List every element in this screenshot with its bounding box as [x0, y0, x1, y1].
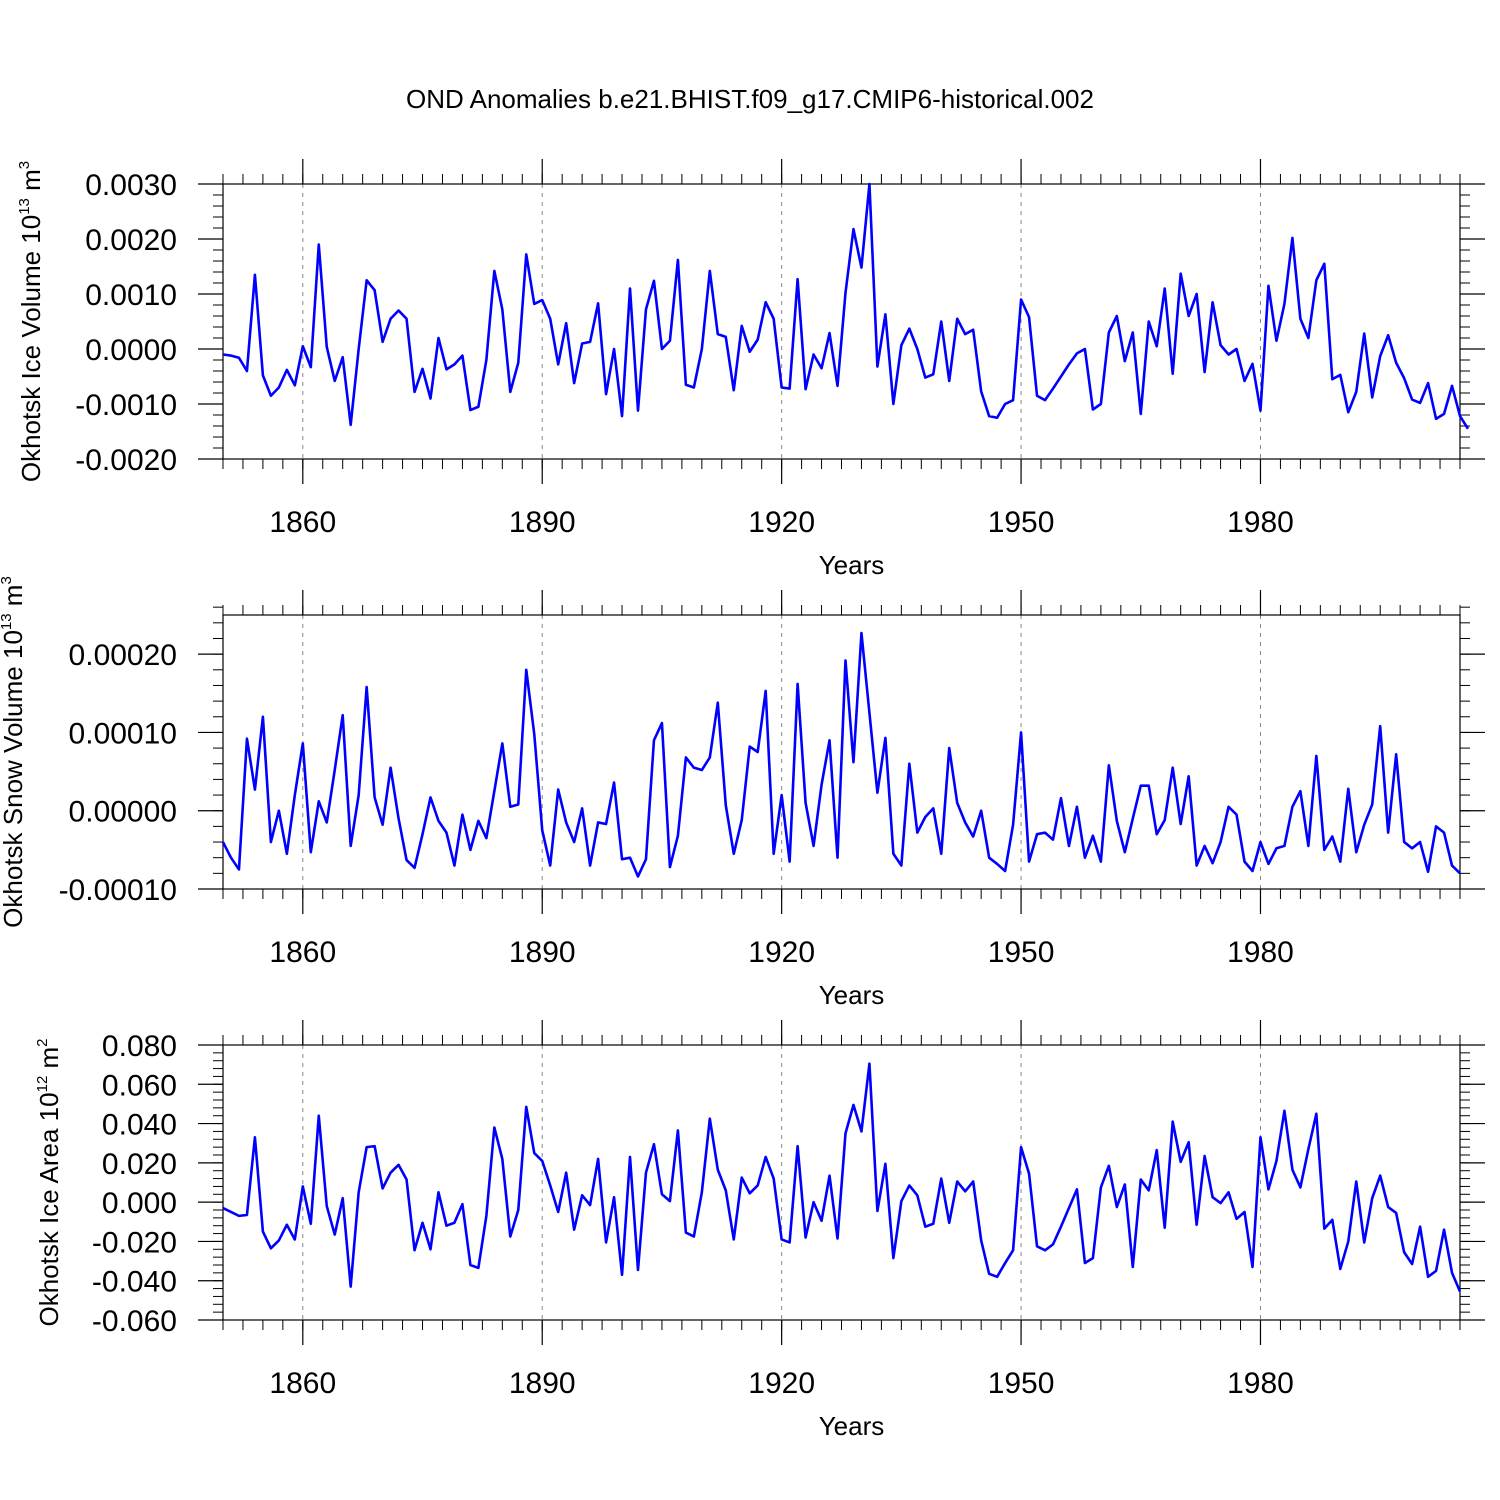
y-tick-label: 0.00000 [69, 796, 177, 829]
series-line [221, 631, 1461, 878]
x-tick-label: 1890 [509, 1367, 576, 1400]
y-tick-label: 0.080 [102, 1030, 177, 1063]
x-tick-label: 1860 [269, 1367, 336, 1400]
y-tick-label: 0.00010 [69, 717, 177, 750]
y-axis-label-unit-exponent: 3 [16, 161, 33, 169]
x-axis-label: Years [819, 980, 885, 1010]
y-tick-label: -0.00010 [59, 874, 177, 907]
y-tick-label: 0.0000 [85, 334, 177, 367]
series-line [222, 182, 1470, 430]
chart-panel-2: 1860 1890 1920 1950 1980 -0.00010 0.00000 0.000… [0, 576, 1485, 1010]
figure-title: OND Anomalies b.e21.BHIST.f09_g17.CMIP6-… [406, 84, 1094, 114]
x-tick-label: 1860 [269, 936, 336, 969]
y-tick-label: 0.00020 [69, 639, 177, 672]
x-tick-label: 1950 [988, 936, 1055, 969]
y-tick-label: -0.0020 [75, 444, 177, 477]
y-axis-label-main: Okhotsk Snow Volume 10 [0, 630, 28, 928]
y-axis-label: Okhotsk Snow Volume 1013 m3 [0, 576, 28, 928]
y-tick-label: -0.020 [92, 1226, 177, 1259]
x-tick-label: 1920 [748, 506, 815, 539]
chart-panel-1: 1860 1890 1920 1950 1980 -0.0020 -0.0010 0.0000… [16, 159, 1485, 580]
x-tick-label: 1950 [988, 506, 1055, 539]
x-tick-label: 1950 [988, 1367, 1055, 1400]
chart-panel-3: 1860 1890 1920 1950 1980 -0.060 -0.040 -0.020 0.… [34, 1020, 1485, 1441]
x-tick-label: 1920 [748, 1367, 815, 1400]
x-tick-label: 1890 [509, 506, 576, 539]
y-axis-label-unit-exponent: 3 [0, 576, 15, 584]
y-axis-label-main: Okhotsk Ice Volume 10 [16, 215, 46, 482]
y-tick-label: 0.020 [102, 1148, 177, 1181]
y-axis-label: Okhotsk Ice Area 1012 m2 [34, 1038, 64, 1326]
y-axis-label-exponent: 13 [16, 198, 33, 215]
y-tick-label: -0.060 [92, 1305, 177, 1338]
y-tick-label: 0.040 [102, 1109, 177, 1142]
y-axis-label-unit-exponent: 2 [34, 1038, 51, 1046]
x-tick-label: 1980 [1227, 1367, 1294, 1400]
y-tick-label: 0.000 [102, 1187, 177, 1220]
y-axis-label-exponent: 13 [0, 613, 15, 630]
x-tick-label: 1980 [1227, 936, 1294, 969]
x-tick-label: 1920 [748, 936, 815, 969]
x-axis-label: Years [819, 1411, 885, 1441]
x-tick-label: 1980 [1227, 506, 1294, 539]
x-axis-label: Years [819, 550, 885, 580]
series-line [222, 1062, 1462, 1293]
y-axis-label-exponent: 12 [34, 1076, 51, 1093]
y-tick-label: 0.060 [102, 1069, 177, 1102]
y-axis-label-unit: m [0, 585, 28, 614]
y-axis-label-unit: m [34, 1047, 64, 1076]
y-tick-label: 0.0010 [85, 279, 177, 312]
y-tick-label: -0.040 [92, 1266, 177, 1299]
y-axis-label-unit: m [16, 169, 46, 198]
x-tick-label: 1890 [509, 936, 576, 969]
y-tick-label: -0.0010 [75, 389, 177, 422]
x-tick-label: 1860 [269, 506, 336, 539]
y-axis-label: Okhotsk Ice Volume 1013 m3 [16, 161, 46, 482]
chart-panels: 1860 1890 1920 1950 1980-0.0020-0.00100.0000… [0, 159, 1485, 1441]
y-axis-label-main: Okhotsk Ice Area 10 [34, 1092, 64, 1326]
y-tick-label: 0.0030 [85, 169, 177, 202]
y-tick-label: 0.0020 [85, 224, 177, 257]
